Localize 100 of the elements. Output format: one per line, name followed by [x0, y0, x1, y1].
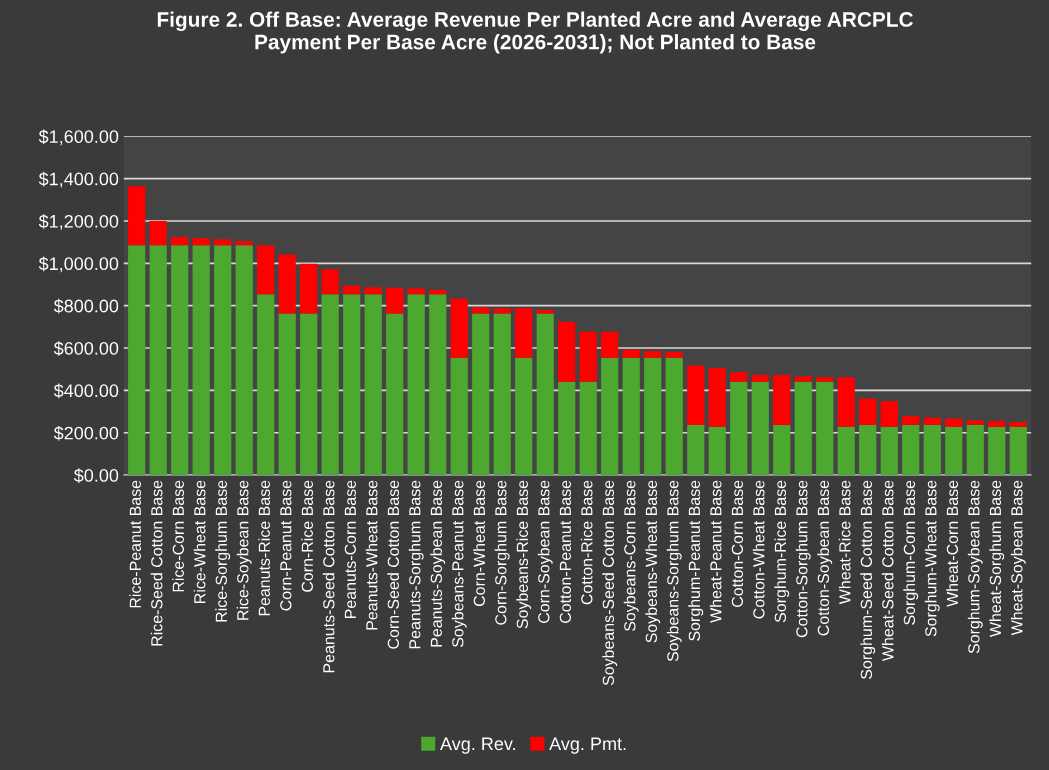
bar	[192, 245, 210, 476]
bar	[816, 377, 834, 382]
bar	[472, 313, 490, 476]
legend-label: Avg. Rev.	[440, 737, 515, 754]
bar	[300, 263, 318, 314]
x-tick-label: Rice-Sorghum Base	[215, 480, 231, 622]
x-tick-label: Peanuts-Seed Cotton Base	[322, 480, 335, 673]
bar	[751, 381, 769, 476]
x-tick-label: Soybeans-Sorghum Base	[666, 480, 682, 662]
bar	[536, 313, 554, 476]
bar	[622, 349, 640, 358]
bar	[859, 398, 877, 425]
bar	[450, 357, 468, 476]
bar	[966, 420, 984, 425]
bar	[429, 294, 447, 476]
bar	[515, 357, 533, 476]
bar	[214, 245, 232, 476]
bar	[321, 269, 339, 295]
x-tick-label: Corn-Rice Base	[301, 480, 313, 592]
x-tick-label: Corn-Wheat Base	[473, 480, 485, 607]
bar	[837, 426, 855, 476]
bar	[558, 321, 576, 382]
x-tick-label: Peanuts-Corn Base	[344, 480, 356, 619]
x-tick-label: Corn-Peanut Base	[280, 480, 292, 611]
bar	[773, 374, 791, 425]
bar	[558, 381, 576, 476]
x-tick-label: Peanuts-Sorghum Base	[408, 480, 424, 649]
bar	[257, 245, 275, 295]
x-tick-label: Soybeans-Wheat Base	[645, 480, 661, 643]
bar	[235, 241, 253, 246]
bar	[278, 254, 296, 314]
x-tick-label: Cotton-Soybean Base	[817, 480, 833, 636]
x-tick-label: Rice-Corn Base	[172, 480, 184, 592]
bar	[128, 245, 146, 476]
x-tick-label: Sorghum-Seed Cotton Base	[860, 480, 876, 679]
x-tick-label: Peanuts-Wheat Base	[365, 480, 378, 630]
bar	[1009, 422, 1027, 427]
x-tick-label: Cotton-Rice Base	[580, 480, 593, 605]
y-tick-label: $1,600.00	[38, 129, 119, 146]
bar	[536, 309, 554, 314]
bar	[171, 237, 189, 246]
x-tick-label: Wheat-Corn Base	[946, 480, 959, 607]
bar	[923, 417, 941, 425]
bar	[816, 381, 834, 476]
bar	[364, 294, 382, 476]
x-tick-label: Cotton-Peanut Base	[559, 480, 572, 623]
bar	[751, 374, 769, 382]
bar	[945, 426, 963, 476]
y-tick-label: $200.00	[53, 425, 119, 441]
bar	[902, 424, 920, 476]
bar	[407, 288, 425, 295]
bar	[988, 426, 1006, 476]
x-tick-label: Sorghum-Corn Base	[903, 480, 919, 625]
x-tick-label: Corn-Soybean Base	[537, 480, 553, 623]
x-tick-label: Sorghum-Peanut Base	[688, 480, 704, 641]
y-tick-label: $1,200.00	[38, 214, 119, 230]
y-tick-label: $400.00	[53, 383, 119, 399]
bar	[450, 298, 468, 358]
bar	[687, 365, 705, 425]
x-tick-label: Wheat-Rice Base	[838, 480, 851, 605]
x-tick-label: Peanuts-Soybean Base	[430, 480, 446, 647]
bar	[149, 220, 167, 246]
x-tick-label: Cotton-Sorghum Base	[795, 480, 811, 638]
bar	[837, 377, 855, 427]
bar	[773, 424, 791, 476]
bar	[945, 418, 963, 427]
bar	[988, 421, 1006, 427]
y-tick-label: $600.00	[53, 341, 119, 356]
bar	[902, 416, 920, 425]
y-tick-label: $800.00	[53, 298, 119, 314]
bar	[257, 294, 275, 476]
bar	[386, 313, 404, 476]
x-tick-label: Wheat-Sorghum Base	[989, 480, 1005, 638]
bar	[579, 381, 597, 476]
bar	[321, 294, 339, 476]
bar	[1009, 426, 1027, 476]
bar	[859, 424, 877, 476]
x-tick-label: Rice-Wheat Base	[193, 480, 206, 603]
bar	[278, 313, 296, 476]
x-tick-label: Soybeans-Corn Base	[623, 480, 639, 632]
bar	[214, 239, 232, 246]
bar	[730, 372, 748, 382]
bar	[149, 245, 167, 476]
x-tick-label: Rice-Peanut Base	[129, 480, 141, 608]
bar	[407, 294, 425, 476]
bar	[300, 313, 318, 476]
x-tick-label: Cotton-Corn Base	[731, 480, 744, 607]
bar	[687, 424, 705, 476]
y-tick-label: $1,400.00	[38, 171, 119, 188]
bar	[343, 285, 361, 295]
bar	[665, 357, 683, 476]
bar	[644, 351, 662, 358]
x-tick-label: Sorghum-Wheat Base	[924, 480, 940, 637]
bar	[493, 308, 511, 314]
bar	[235, 245, 253, 476]
bar	[880, 426, 898, 476]
bar	[923, 424, 941, 476]
y-tick-label: $1,000.00	[38, 256, 119, 273]
bar	[128, 186, 146, 246]
y-tick-label: $0.00	[73, 468, 119, 483]
